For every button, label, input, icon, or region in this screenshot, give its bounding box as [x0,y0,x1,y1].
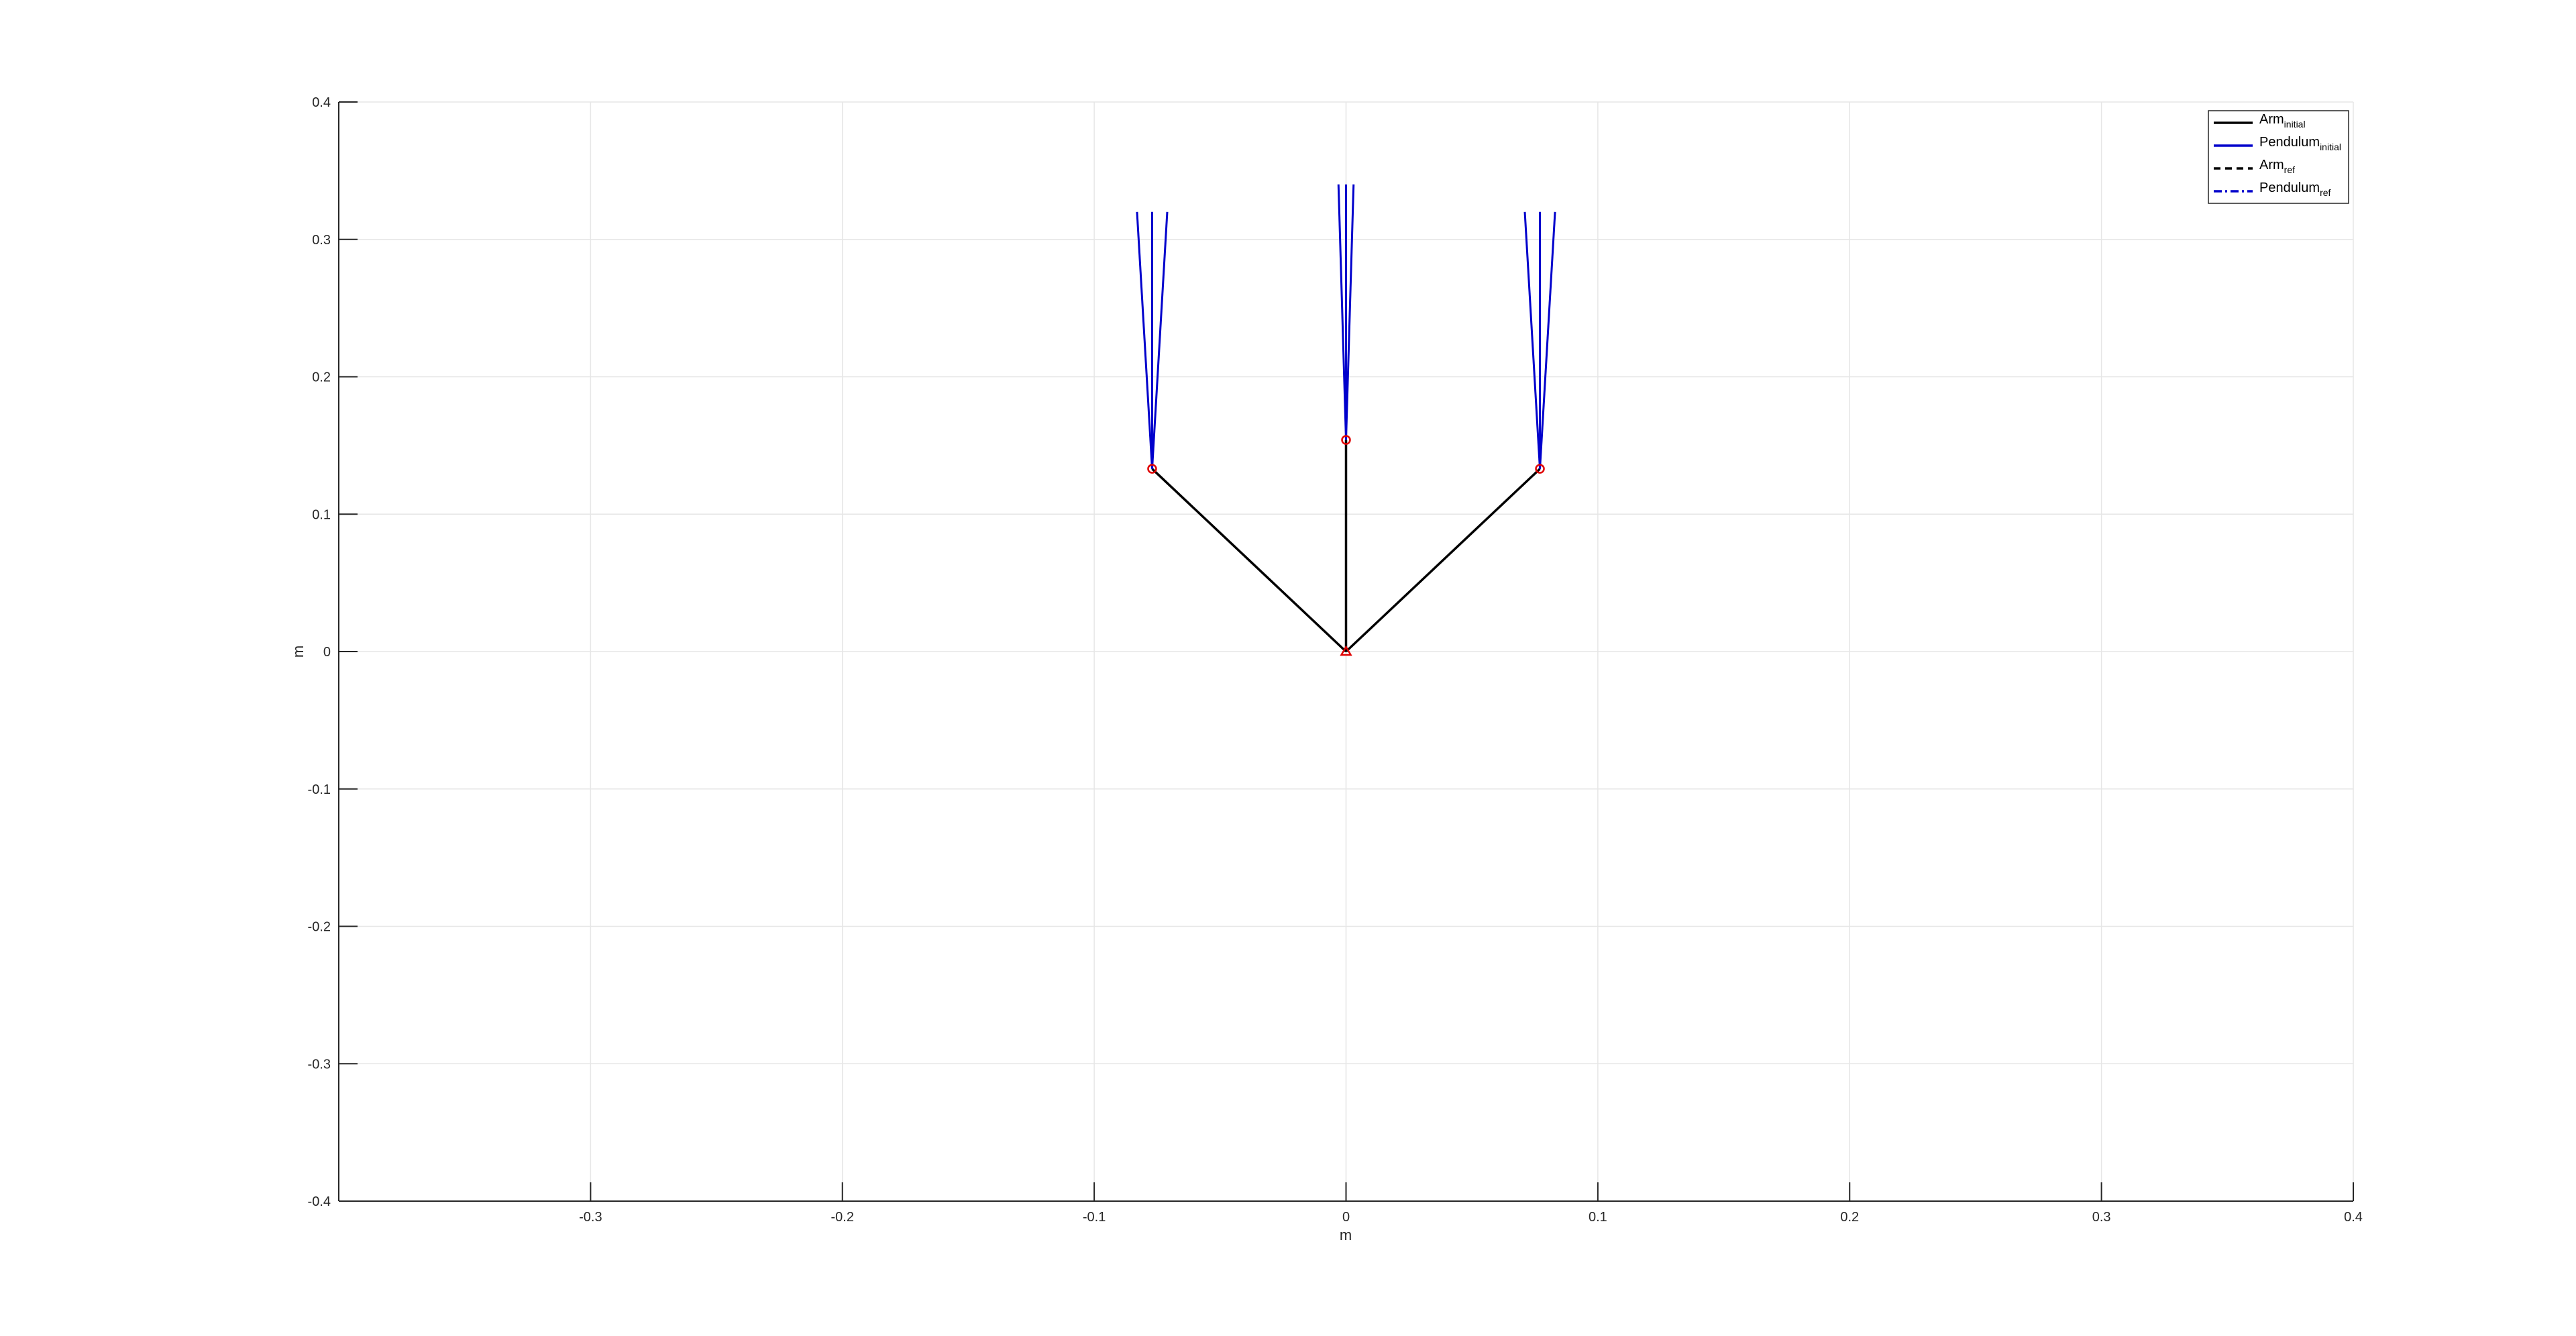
base-marker [1340,645,1352,656]
arm-line [1345,468,1541,653]
legend-name: Arm [2259,158,2284,172]
x-axis-label: m [1340,1227,1352,1243]
x-tick-label: 0.2 [1840,1210,1859,1225]
legend-label: Arminitial [2259,112,2306,130]
series-layer [1136,184,1556,653]
x-tick-label: -0.1 [1083,1210,1106,1225]
joint-marker [1147,464,1157,474]
y-tick-label: 0.4 [312,95,331,110]
pendulum-line [1337,184,1347,440]
pendulum-line [1136,211,1153,469]
y-ticks: -0.4 -0.3 -0.2 -0.1 0 0.1 0.2 0.3 0.4 [308,95,358,1209]
y-tick-label: 0 [323,645,331,660]
legend-name: Arm [2259,112,2284,127]
legend-name: Pendulum [2259,181,2320,195]
y-tick-label: 0.1 [312,507,331,522]
y-tick-label: -0.4 [308,1194,331,1209]
joint-marker [1341,435,1351,445]
arm-line [1151,468,1347,653]
x-ticks: -0.3 -0.2 -0.1 0 0.1 0.2 0.3 0.4 [579,1182,2363,1225]
pendulum-line [1345,184,1355,440]
pendulum-line [1539,211,1556,469]
x-tick-label: -0.3 [579,1210,602,1225]
legend-label: Penduluminitial [2259,135,2341,152]
legend-subscript: initial [2284,119,2306,130]
plot-area: -0.3 -0.2 -0.1 0 0.1 0.2 0.3 0.4 -0.4-0.3-0.2-0… [308,95,2363,1225]
legend: ArminitialPenduluminitialArmrefPendulumr… [2208,110,2349,204]
pendulum-line [1523,211,1542,469]
y-tick-label: 0.2 [312,370,331,385]
y-tick-label: -0.1 [308,782,331,797]
y-tick-label: -0.3 [308,1057,331,1072]
x-tick-label: 0.1 [1589,1210,1607,1225]
pendulum-line [1150,211,1169,469]
x-tick-label: 0 [1342,1210,1350,1225]
marker-layer [1147,435,1545,656]
y-axis-label: m [290,646,307,658]
legend-subscript: ref [2284,164,2295,175]
joint-marker [1535,464,1545,474]
legend-label: Armref [2259,158,2295,175]
legend-subscript: initial [2320,142,2341,152]
x-tick-label: 0.3 [2092,1210,2111,1225]
legend-name: Pendulum [2259,135,2320,150]
legend-subscript: ref [2320,187,2330,198]
legend-box [2208,110,2349,204]
y-tick-label: -0.2 [308,920,331,935]
legend-label: Pendulumref [2259,181,2331,198]
x-tick-label: 0.4 [2344,1210,2363,1225]
y-tick-label: 0.3 [312,233,331,248]
x-tick-label: -0.2 [831,1210,854,1225]
